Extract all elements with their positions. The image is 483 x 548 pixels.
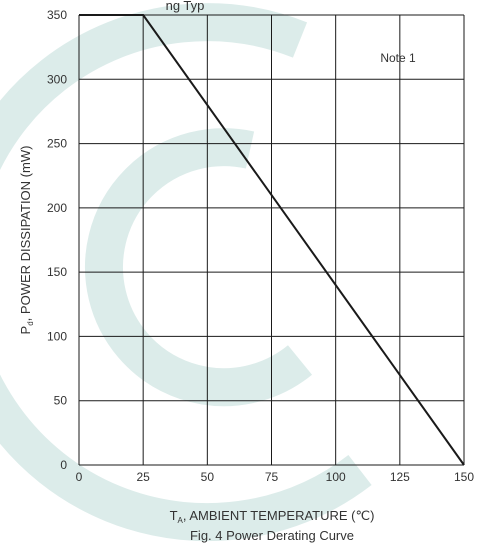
y-tick-label: 350 [47,8,67,22]
x-tick-label: 25 [136,470,150,484]
x-tick-label: 100 [326,470,346,484]
x-axis-title-main: T [170,508,178,523]
y-tick-label: 200 [47,201,67,215]
svg-text:Pd, POWER DISSIPATION (mW): Pd, POWER DISSIPATION (mW) [18,146,35,335]
x-axis-title-rest: , AMBIENT TEMPERATURE (℃) [183,508,375,523]
x-tick-label: 125 [390,470,410,484]
figure-caption: Fig. 4 Power Derating Curve [190,528,354,543]
y-axis-title: Pd, POWER DISSIPATION (mW) [18,146,35,335]
y-tick-label: 250 [47,137,67,151]
series-group [79,14,465,466]
x-tick-label: 75 [265,470,279,484]
y-tick-label: 50 [54,394,68,408]
y-axis-title-sub: d [26,321,35,325]
y-tick-label: 0 [60,458,67,472]
x-axis-title: TA, AMBIENT TEMPERATURE (℃) [170,508,375,525]
x-axis-title-sub: A [178,516,184,525]
y-axis-title-main: P [18,326,33,335]
plot-grid [78,14,465,466]
y-tick-label: 100 [47,329,67,343]
x-tick-label: 0 [76,470,83,484]
derating-line [79,14,465,466]
watermark-inner-arc [84,128,313,407]
watermark-outer-arc [0,3,372,542]
top-partial-text: ng Typ [166,0,205,13]
note-annotation: Note 1 [380,51,416,65]
tick-labels: 0 25 50 75 100 125 150 0 50 100 150 200 250 300 350 [47,8,474,484]
y-tick-label: 300 [47,72,67,86]
x-tick-label: 50 [201,470,215,484]
y-axis-title-rest: , POWER DISSIPATION (mW) [18,146,33,322]
watermark-logo [0,3,372,542]
x-tick-label: 150 [454,470,474,484]
y-tick-label: 150 [47,265,67,279]
